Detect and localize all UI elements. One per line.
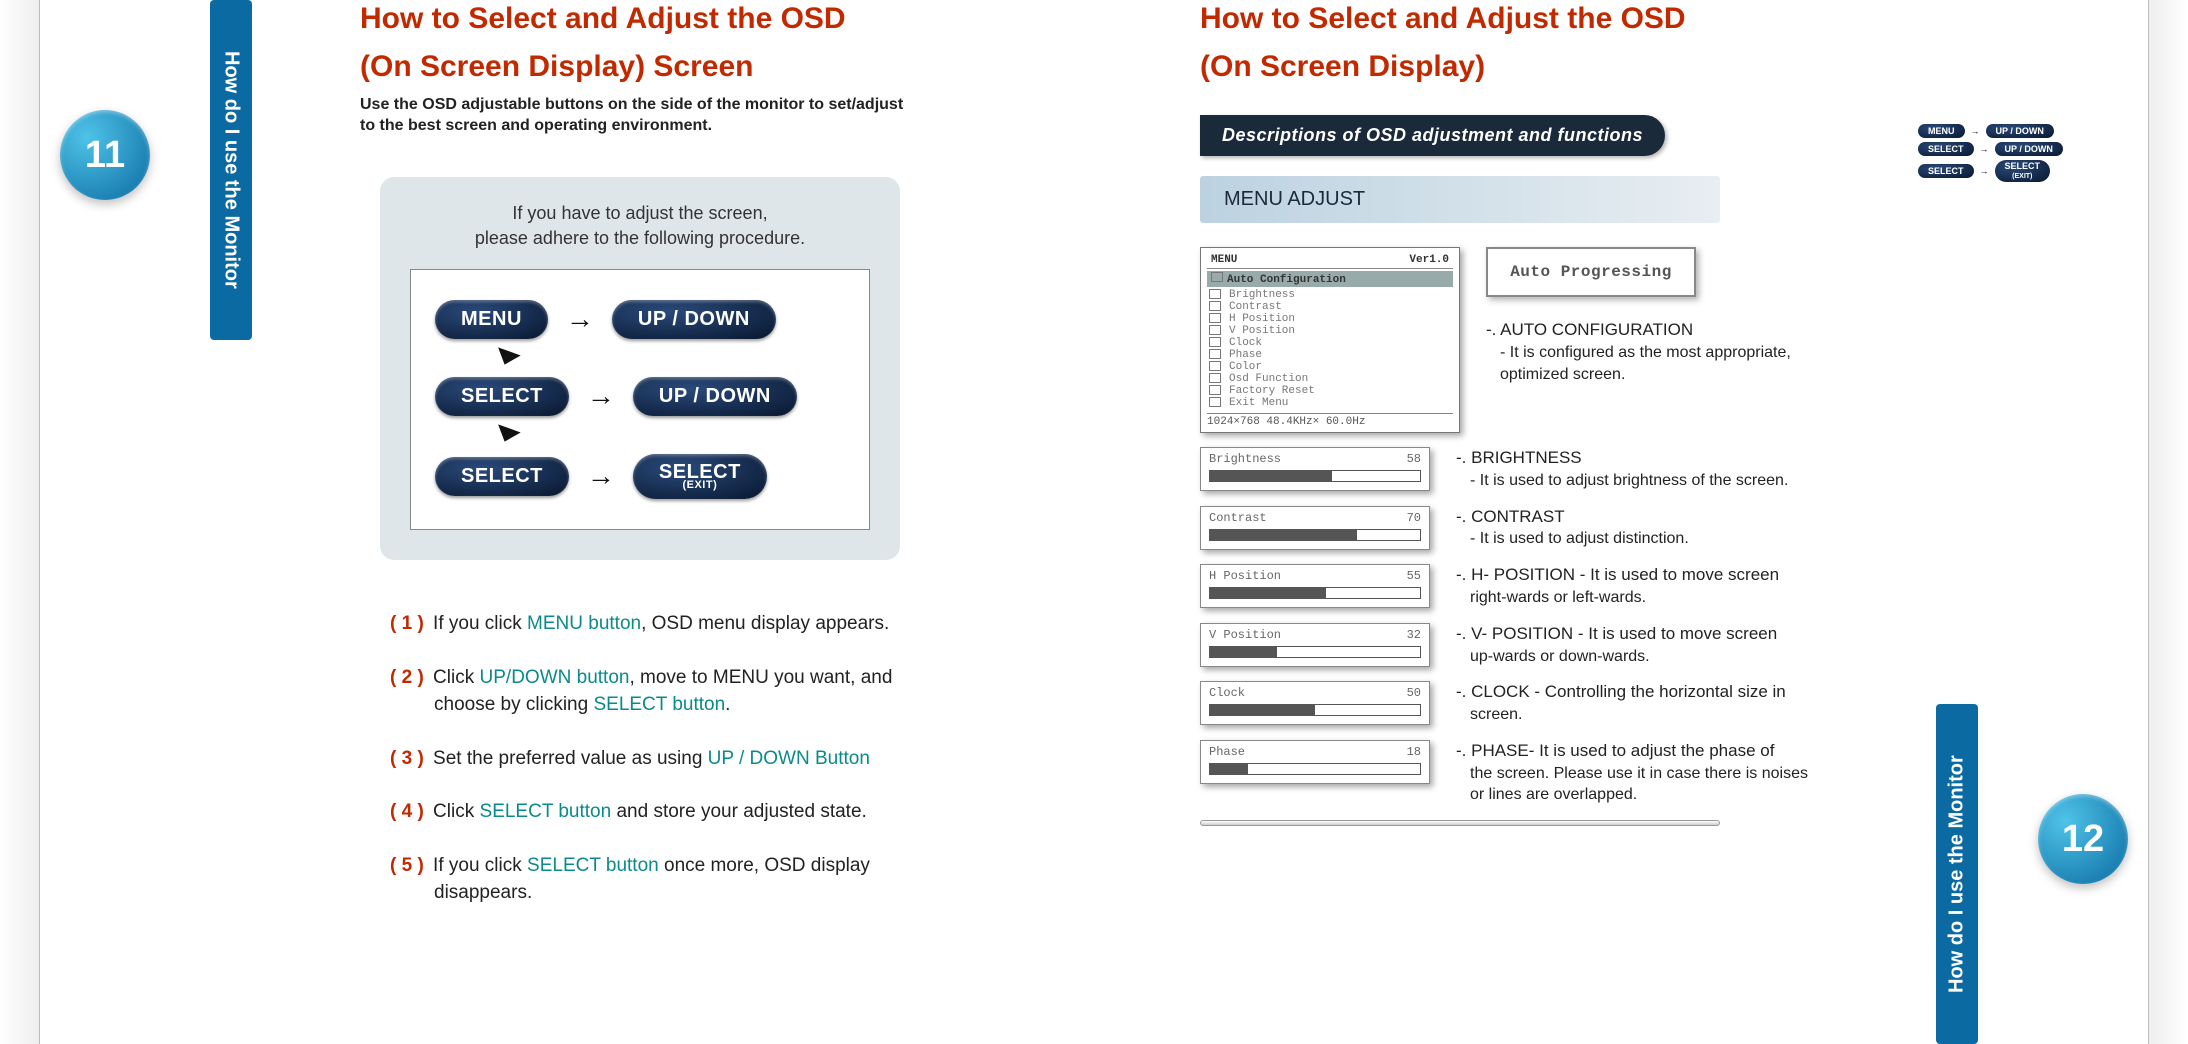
descriptions-banner: Descriptions of OSD adjustment and funct… <box>1200 115 1665 156</box>
osd-slider-desc: -. CONTRAST - It is used to adjust disti… <box>1456 506 1689 551</box>
step-item: ( 3 ) Set the preferred value as using U… <box>390 745 1040 773</box>
pill-select-2: SELECT <box>435 457 569 496</box>
bottom-scrollbar <box>1200 820 1720 826</box>
pill-menu: MENU <box>435 300 548 339</box>
page-binding-left <box>0 0 40 1044</box>
osd-slider-row: V Position32 -. V- POSITION - It is used… <box>1200 623 1960 668</box>
osd-menu-item: Exit Menu <box>1207 397 1453 409</box>
osd-menu-item: H Position <box>1207 313 1453 325</box>
osd-slider-desc: -. BRIGHTNESS - It is used to adjust bri… <box>1456 447 1788 492</box>
page-number-12: 12 <box>2038 794 2128 884</box>
mini-pill-updown: UP / DOWN <box>1995 142 2063 156</box>
osd-menu-item: Clock <box>1207 337 1453 349</box>
mini-pill-select: SELECT <box>1918 142 1974 156</box>
osd-slider-row: Phase18 -. PHASE- It is used to adjust t… <box>1200 740 1960 806</box>
left-title-line1: How to Select and Adjust the OSD <box>360 0 1040 38</box>
side-tab-left: How do I use the Monitor <box>210 0 252 340</box>
left-column: How to Select and Adjust the OSD (On Scr… <box>360 0 1040 933</box>
osd-slider-row: Clock50 -. CLOCK - Controlling the horiz… <box>1200 681 1960 726</box>
left-subtitle: Use the OSD adjustable buttons on the si… <box>360 95 920 137</box>
osd-slider-row: H Position55 -. H- POSITION - It is used… <box>1200 564 1960 609</box>
menu-adjust-banner: MENU ADJUST <box>1200 176 1720 223</box>
mini-pill-select-exit: SELECT(EXIT) <box>1995 160 2051 182</box>
osd-slider-box: Brightness58 <box>1200 447 1430 491</box>
step-item: ( 1 ) If you click MENU button, OSD menu… <box>390 610 1040 638</box>
osd-highlight: Auto Configuration <box>1207 271 1453 287</box>
arrow-right-icon <box>587 460 615 492</box>
osd-menu-item: Factory Reset <box>1207 385 1453 397</box>
arrow-right-icon <box>1980 166 1989 176</box>
step-item: ( 4 ) Click SELECT button and store your… <box>390 798 1040 826</box>
mini-pill-select: SELECT <box>1918 164 1974 178</box>
osd-menu-item: Color <box>1207 361 1453 373</box>
arrow-right-icon <box>1971 126 1980 136</box>
side-tab-right: How do I use the Monitor <box>1936 704 1978 1044</box>
mini-pill-updown: UP / DOWN <box>1986 124 2054 138</box>
osd-menu-item: Contrast <box>1207 301 1453 313</box>
mini-flow-diagram: MENU UP / DOWN SELECT UP / DOWN SELECT S… <box>1918 120 2118 186</box>
osd-header-left: MENU <box>1211 254 1237 266</box>
arrow-right-icon <box>587 380 615 412</box>
pill-select-1: SELECT <box>435 377 569 416</box>
procedure-card: If you have to adjust the screen, please… <box>380 177 900 560</box>
right-column: How to Select and Adjust the OSD (On Scr… <box>1200 0 1960 826</box>
osd-slider-box: Phase18 <box>1200 740 1430 784</box>
osd-slider-box: Clock50 <box>1200 681 1430 725</box>
pill-updown-1: UP / DOWN <box>612 300 776 339</box>
osd-header-right: Ver1.0 <box>1409 254 1449 266</box>
left-title-line2: (On Screen Display) Screen <box>360 48 1040 86</box>
pill-select-exit: SELECT (EXIT) <box>633 454 767 499</box>
arrow-right-icon <box>1980 144 1989 154</box>
osd-slider-row: Brightness58 -. BRIGHTNESS - It is used … <box>1200 447 1960 492</box>
auto-progressing-box: Auto Progressing <box>1486 247 1696 297</box>
osd-menu-item: Brightness <box>1207 289 1453 301</box>
osd-menu-item: Osd Function <box>1207 373 1453 385</box>
right-title-line2: (On Screen Display) <box>1200 48 1960 86</box>
osd-slider-box: Contrast70 <box>1200 506 1430 550</box>
arrow-down-icon <box>493 347 520 368</box>
auto-config-row: MENU Ver1.0 Auto Configuration Brightnes… <box>1200 247 1960 433</box>
osd-slider-box: H Position55 <box>1200 564 1430 608</box>
osd-slider-desc: -. PHASE- It is used to adjust the phase… <box>1456 740 1816 806</box>
arrow-down-icon <box>493 424 520 445</box>
osd-slider-box: V Position32 <box>1200 623 1430 667</box>
auto-conf-title: -. AUTO CONFIGURATION <box>1486 320 1693 339</box>
osd-menu-item: V Position <box>1207 325 1453 337</box>
step-item: ( 2 ) Click UP/DOWN button, move to MENU… <box>390 664 1040 719</box>
osd-main-menu: MENU Ver1.0 Auto Configuration Brightnes… <box>1200 247 1460 433</box>
button-flow-diagram: MENU UP / DOWN SELECT UP / DOWN SELECT S… <box>410 269 870 530</box>
page-number-11: 11 <box>60 110 150 200</box>
osd-menu-item: Phase <box>1207 349 1453 361</box>
card-lead-2: please adhere to the following procedure… <box>475 228 805 248</box>
osd-footer: 1024×768 48.4KHz× 60.0Hz <box>1207 413 1453 428</box>
osd-slider-desc: -. V- POSITION - It is used to move scre… <box>1456 623 1777 668</box>
card-lead-1: If you have to adjust the screen, <box>512 203 767 223</box>
osd-slider-desc: -. CLOCK - Controlling the horizontal si… <box>1456 681 1786 726</box>
step-item: ( 5 ) If you click SELECT button once mo… <box>390 852 1040 907</box>
arrow-right-icon <box>566 303 594 335</box>
auto-conf-desc: - It is configured as the most appropria… <box>1500 342 1846 385</box>
osd-slider-desc: -. H- POSITION - It is used to move scre… <box>1456 564 1779 609</box>
osd-slider-row: Contrast70 -. CONTRAST - It is used to a… <box>1200 506 1960 551</box>
mini-pill-menu: MENU <box>1918 124 1965 138</box>
pill-updown-2: UP / DOWN <box>633 377 797 416</box>
right-title-line1: How to Select and Adjust the OSD <box>1200 0 1960 38</box>
page-binding-right <box>2148 0 2188 1044</box>
steps-list: ( 1 ) If you click MENU button, OSD menu… <box>390 610 1040 907</box>
